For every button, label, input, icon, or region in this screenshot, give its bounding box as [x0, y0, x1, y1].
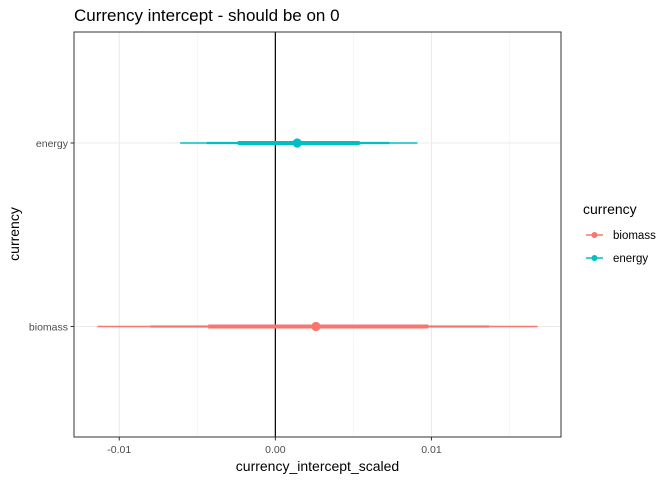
series-energy	[180, 138, 418, 148]
x-axis: -0.01 0.00 0.01	[107, 437, 442, 456]
y-axis-title: currency	[6, 207, 22, 261]
series-biomass	[97, 321, 538, 332]
series-layer	[97, 32, 538, 437]
legend-label: biomass	[613, 230, 656, 242]
legend: currency biomass energy	[583, 201, 656, 265]
legend-title: currency	[583, 201, 637, 217]
x-tick-label: 0.01	[421, 444, 442, 456]
chart-title: Currency intercept - should be on 0	[74, 6, 340, 25]
x-tick-label: 0.00	[265, 444, 286, 456]
legend-item-energy: energy	[586, 253, 648, 265]
legend-key-point	[591, 232, 598, 238]
plot-panel	[74, 32, 561, 437]
legend-item-biomass: biomass	[586, 230, 656, 242]
energy-point-estimate	[292, 138, 302, 148]
x-tick-label: -0.01	[107, 444, 131, 456]
plot-border	[73, 31, 562, 438]
y-tick-label: energy	[36, 138, 69, 150]
x-axis-title: currency_intercept_scaled	[236, 458, 399, 474]
y-axis: energy biomass	[29, 138, 74, 333]
y-tick-label: biomass	[29, 321, 68, 333]
legend-label: energy	[613, 253, 648, 265]
biomass-point-estimate	[311, 321, 321, 332]
legend-key-point	[591, 255, 598, 261]
